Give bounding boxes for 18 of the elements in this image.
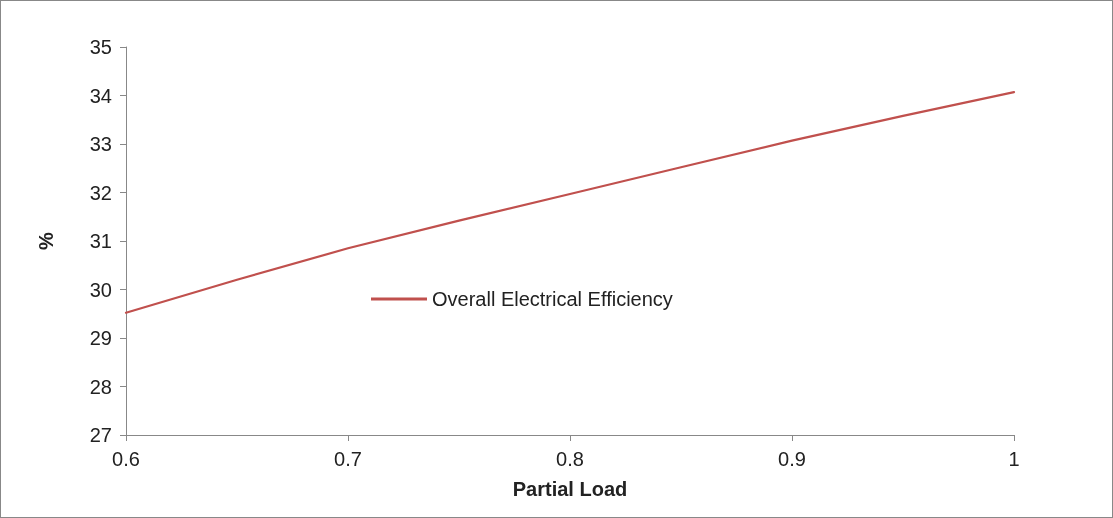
x-tick-label: 0.9 — [778, 448, 806, 470]
y-tick-label: 29 — [89, 327, 112, 349]
legend-label: Overall Electrical Efficiency — [432, 288, 673, 310]
x-tick-label: 0.7 — [334, 448, 362, 470]
y-axis-title: % — [35, 231, 57, 250]
y-tick-label: 34 — [89, 84, 112, 107]
y-tick-label: 27 — [89, 424, 112, 446]
y-tick-label: 30 — [89, 278, 112, 301]
y-tick-label: 35 — [89, 36, 112, 58]
x-tick-label: 1 — [1008, 448, 1020, 470]
y-tick-label: 32 — [89, 181, 112, 204]
x-tick-label: 0.8 — [556, 448, 584, 470]
y-tick-label: 31 — [89, 230, 112, 252]
x-axis-title: Partial Load — [512, 478, 628, 500]
line-series — [124, 91, 1016, 314]
x-tick-label: 0.6 — [112, 448, 140, 470]
y-tick-label: 33 — [89, 133, 112, 155]
y-tick-label: 28 — [89, 375, 112, 398]
